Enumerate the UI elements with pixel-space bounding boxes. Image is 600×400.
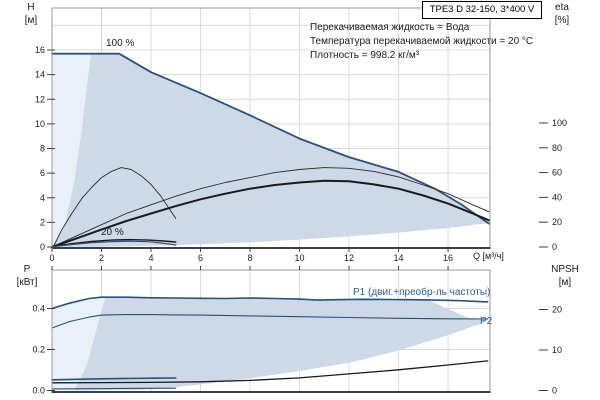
qh-curve-20pct-black: [51, 238, 177, 248]
q-axis-label: Q [м³/ч]: [473, 251, 504, 261]
p2-curve: [51, 314, 489, 329]
right-tick-label: 60: [552, 168, 562, 178]
speed-100pct-label: 100 %: [106, 38, 135, 49]
right-tick-label: 80: [552, 143, 562, 153]
right-tick-label: 0: [552, 242, 557, 252]
x-tick-label: 2: [99, 253, 104, 263]
left-tick-label: 10: [35, 119, 45, 129]
x-tick-label: 8: [248, 253, 253, 263]
eta-curve-thick: [51, 179, 490, 248]
eta-curve-thin: [51, 167, 490, 248]
p2-curve-label: P2: [480, 316, 493, 327]
left-tick-label: 4: [40, 193, 45, 203]
left-tick-label: 8: [40, 144, 45, 154]
p1-curve: [51, 296, 489, 310]
right-tick-label: 10: [552, 345, 562, 355]
control-range-dark: [52, 53, 489, 248]
x-tick-label: 6: [198, 253, 203, 263]
left-tick-label: 0: [40, 242, 45, 252]
p1-curve-20pct: [51, 377, 177, 381]
qh-curve-100pct: [51, 52, 490, 225]
p-axis-unit: [кВт]: [16, 277, 38, 288]
left-tick-label: 6: [40, 168, 45, 178]
right-tick-label: 20: [552, 305, 562, 315]
p1-curve-label: P1 (двиг.+преобр-ль частоты): [353, 287, 491, 298]
info-line-density: Плотность = 998.2 кг/м³: [310, 50, 420, 61]
left-tick-label: 0.4: [32, 304, 45, 314]
right-tick-label: 100: [552, 118, 567, 128]
info-line-fluid: Перекачиваемая жидкость = Вода: [310, 22, 470, 33]
x-tick-label: 10: [295, 253, 305, 263]
right-tick-label: 0: [552, 386, 557, 396]
x-tick-label: 14: [394, 253, 404, 263]
qh-curve-20pct-blue: [51, 240, 177, 248]
npsh-axis-unit: [м]: [558, 277, 572, 288]
eta-curve-small-arc: [52, 167, 177, 248]
right-tick-label: 20: [552, 217, 562, 227]
p-axis-label: P: [23, 264, 31, 275]
left-tick-label: 0.2: [32, 345, 45, 355]
x-tick-label: 4: [149, 253, 154, 263]
power-range-dark: [74, 297, 487, 391]
speed-20pct-label: 20 %: [101, 227, 124, 238]
npsh-curve: [51, 360, 489, 384]
x-tick-label: 16: [443, 253, 453, 263]
eta-axis-unit: [%]: [554, 15, 570, 26]
h-axis-label: H: [27, 2, 35, 13]
left-tick-label: 16: [35, 45, 45, 55]
x-tick-label: 12: [344, 253, 354, 263]
pump-model-title: TPE3 D 32-150, 3*400 V: [422, 1, 542, 19]
npsh-axis-label: NPSH: [551, 264, 579, 275]
right-tick-label: 40: [552, 192, 562, 202]
left-tick-label: 0.0: [32, 386, 45, 396]
h-axis-unit: [м]: [24, 15, 38, 26]
info-line-temperature: Температура перекачиваемой жидкости = 20…: [310, 36, 534, 47]
left-tick-label: 2: [40, 217, 45, 227]
p2-curve-20pct: [51, 387, 177, 390]
eta-axis-label: eta: [555, 2, 569, 13]
left-tick-label: 12: [35, 94, 45, 104]
left-tick-label: 14: [35, 70, 45, 80]
x-tick-label: 0: [49, 253, 54, 263]
